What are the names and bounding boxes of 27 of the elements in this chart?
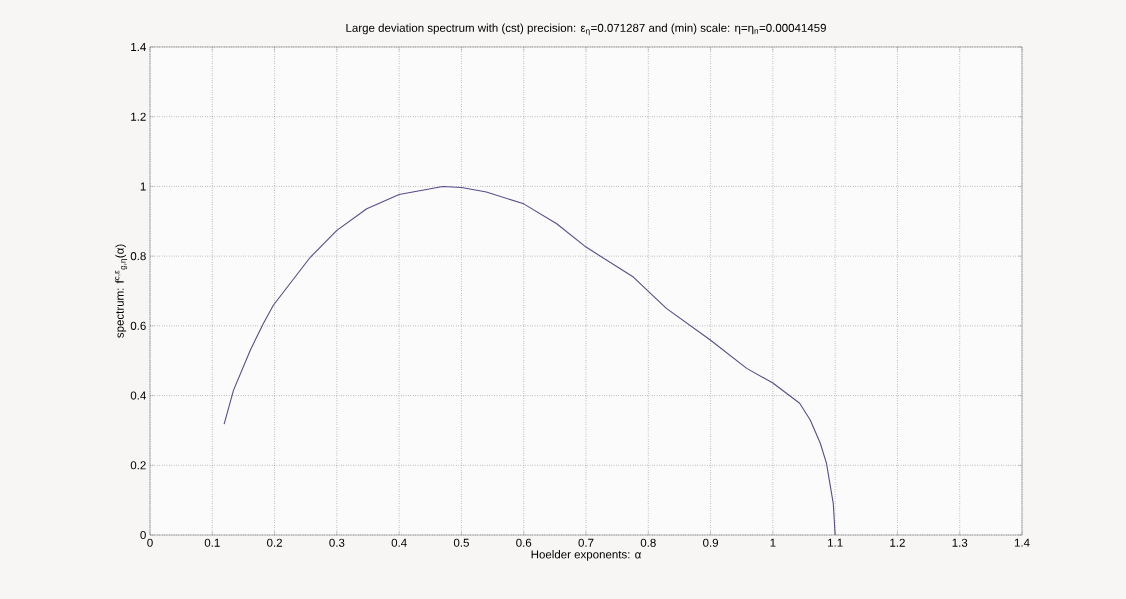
x-tick-label: 0.5 (453, 538, 469, 547)
x-tick-label: 0.6 (516, 538, 532, 547)
y-tick-label: 0.2 (130, 461, 146, 470)
y-tick-label: 0.6 (130, 321, 146, 330)
y-tick-label: 1.2 (131, 112, 146, 121)
x-tick-label: 1.4 (1014, 538, 1030, 547)
y-tick-label: 0.8 (130, 252, 146, 261)
y-tick-label: 1.4 (131, 43, 146, 51)
x-tick-label: 1.2 (890, 538, 905, 547)
x-tick-label: 0 (147, 538, 153, 547)
x-tick-label: 1.1 (828, 538, 843, 547)
x-tick-label: 0.4 (391, 538, 407, 547)
x-tick-label: 1.3 (952, 538, 968, 547)
x-tick-label: 0.3 (329, 538, 345, 547)
x-tick-label: 0.2 (267, 538, 282, 547)
chart-title: Large deviation spectrum with (cst) precision: ε$_{η}$=0.071287 and (min) scale: η=η$_{n}$=0.00041459 (346, 23, 826, 36)
x-axis-title: Hoelder exponents: α (531, 550, 641, 561)
x-tick-label: 0.1 (204, 538, 220, 547)
y-tick-label: 0.4 (130, 391, 146, 400)
y-axis-title: spectrum: f$^{c,ε}$$_{g,η}$(α) (114, 244, 128, 338)
x-tick-label: 1 (770, 538, 776, 547)
x-tick-label: 0.7 (578, 538, 594, 547)
x-tick-label: 0.9 (703, 538, 719, 547)
line-series (223, 185, 836, 535)
y-tick-label: 1 (140, 182, 146, 191)
x-tick-label: 0.8 (640, 538, 656, 547)
y-tick-label: 0 (140, 530, 146, 540)
